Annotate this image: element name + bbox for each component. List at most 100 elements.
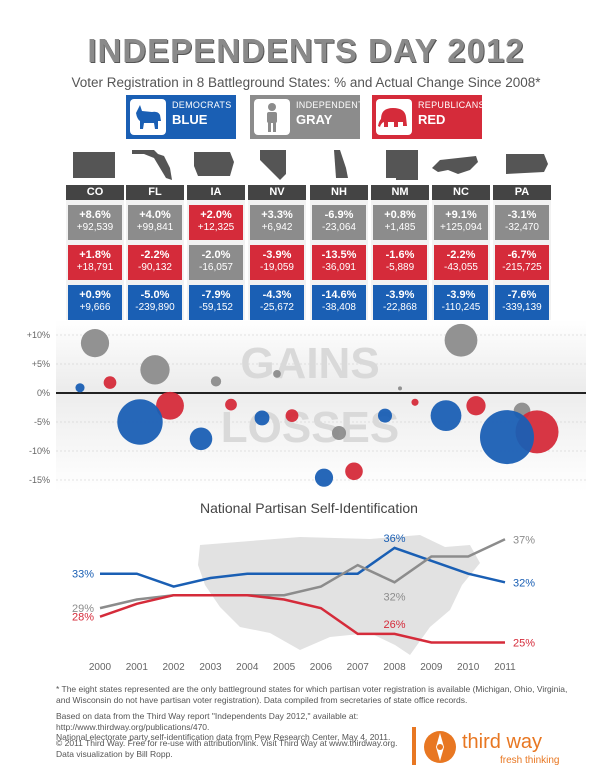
x-tick-label: 2007	[347, 662, 370, 673]
independent-bubble	[273, 369, 281, 378]
state-column-fl: +4.0% +99,841 -2.2% -90,132 -5.0% -239,890	[126, 200, 184, 330]
copyright-prefix: © 2011 Third Way. Free for re-use with a…	[56, 738, 330, 748]
republicans-value: +1.8% +18,791	[68, 245, 122, 280]
legend-democrats-label: DEMOCRATS	[172, 100, 232, 110]
democrat-bubble	[189, 427, 213, 451]
x-tick-label: 2005	[273, 662, 296, 673]
independents-value: -3.1% -32,470	[495, 205, 549, 240]
line-chart: 33% 36% 32% 29% 32% 37% 28% 26% 25% 2000 2001 2002 2…	[72, 533, 535, 673]
legend-republicans-color: RED	[418, 112, 446, 127]
compass-icon	[424, 731, 456, 763]
y-tick-label: +10%	[27, 330, 50, 340]
democrat-bubble	[254, 410, 270, 426]
democrats-value: -4.3% -25,672	[250, 285, 304, 320]
state-column-pa: -3.1% -32,470 -6.7% -215,725 -7.6% -339,139	[493, 200, 551, 330]
y-tick-label: -15%	[29, 475, 50, 485]
x-tick-label: 2008	[383, 662, 406, 673]
democrat-bubble	[377, 408, 393, 423]
legend-independents-color: GRAY	[296, 112, 333, 127]
state-shape-nm	[386, 150, 418, 180]
copyright-suffix: .	[395, 738, 398, 748]
democrats-value: -3.9% -22,868	[373, 285, 427, 320]
series-data-label: 32%	[384, 591, 406, 603]
republicans-value: -2.2% -90,132	[128, 245, 182, 280]
independents-value: -6.9% -23,064	[312, 205, 366, 240]
source-link[interactable]: http://www.thirdway.org/publications/470	[56, 721, 208, 732]
independents-value: +3.3% +6,942	[250, 205, 304, 240]
republicans-value: -2.2% -43,055	[434, 245, 488, 280]
state-column-ia: +2.0% +12,325 -2.0% -16,057 -7.9% -59,152	[187, 200, 245, 330]
state-header-nc: NC	[432, 185, 490, 200]
source-note: Based on data from the Third Way report …	[56, 711, 436, 743]
x-tick-label: 2002	[163, 662, 186, 673]
y-tick-label: 0%	[37, 388, 50, 398]
democrats-value: -7.6% -339,139	[495, 285, 549, 320]
democrats-value: +0.9% +9,666	[68, 285, 122, 320]
gains-watermark: GAINS	[240, 339, 379, 388]
state-shape-nh	[334, 150, 348, 178]
x-tick-label: 2006	[310, 662, 333, 673]
state-shape-fl	[132, 150, 172, 180]
state-header-ia: IA	[187, 185, 245, 200]
republicans-value: -3.9% -19,059	[250, 245, 304, 280]
y-tick-label: -10%	[29, 446, 50, 456]
series-data-label: 29%	[72, 603, 94, 615]
independent-bubble	[444, 323, 478, 357]
independents-value: +0.8% +1,485	[373, 205, 427, 240]
republican-bubble	[225, 398, 237, 411]
independents-value: +8.6% +92,539	[68, 205, 122, 240]
state-column-nh: -6.9% -23,064 -13.5% -36,091 -14.6% -38,408	[310, 200, 368, 330]
logo-name: third way	[462, 731, 542, 753]
legend-republicans: REPUBLICANS RED	[372, 95, 485, 139]
page-title: INDEPENDENTS DAY 2012	[87, 32, 525, 69]
legend-democrats: DEMOCRATS BLUE	[126, 95, 236, 139]
state-header-pa: PA	[493, 185, 551, 200]
x-tick-label: 2003	[199, 662, 222, 673]
independent-bubble	[140, 355, 170, 385]
state-header-co: CO	[66, 185, 124, 200]
elephant-icon	[376, 99, 412, 135]
republicans-value: -2.0% -16,057	[189, 245, 243, 280]
state-shape-co	[73, 152, 115, 178]
state-shape-nv	[260, 150, 286, 180]
independents-value: +9.1% +125,094	[434, 205, 488, 240]
independents-value: +2.0% +12,325	[189, 205, 243, 240]
logo-tagline: fresh thinking	[500, 755, 559, 766]
republican-bubble	[466, 396, 486, 416]
state-header-nh: NH	[310, 185, 368, 200]
independent-bubble	[331, 425, 347, 441]
thirdway-link[interactable]: www.thirdway.org	[329, 738, 396, 748]
legend-republicans-label: REPUBLICANS	[418, 100, 485, 110]
x-tick-label: 2009	[420, 662, 443, 673]
legend-independents-label: INDEPENDENTS	[296, 100, 371, 110]
republicans-value: -13.5% -36,091	[312, 245, 366, 280]
x-tick-label: 2001	[126, 662, 149, 673]
state-shape-ia	[194, 152, 234, 176]
third-way-logo[interactable]: third way fresh thinking	[410, 725, 580, 769]
person-icon	[254, 99, 290, 135]
state-column-nv: +3.3% +6,942 -3.9% -19,059 -4.3% -25,672	[248, 200, 306, 330]
democrat-bubble	[314, 468, 334, 487]
republican-bubble	[156, 391, 184, 420]
legend-independents: INDEPENDENTS GRAY	[250, 95, 370, 139]
state-header-nv: NV	[248, 185, 306, 200]
x-tick-label: 2000	[89, 662, 112, 673]
independents-value: +4.0% +99,841	[128, 205, 182, 240]
source-suffix: .	[207, 721, 210, 732]
page-subtitle: Voter Registration in 8 Battleground Sta…	[71, 75, 541, 90]
line-chart-title: National Partisan Self-Identification	[200, 500, 418, 516]
democrat-bubble	[430, 400, 462, 432]
republicans-value: -6.7% -215,725	[495, 245, 549, 280]
source-prefix: Based on data from the Third Way report …	[56, 711, 359, 721]
independent-bubble	[80, 329, 110, 358]
state-header-nm: NM	[371, 185, 429, 200]
state-column-nc: +9.1% +125,094 -2.2% -43,055 -3.9% -110,245	[432, 200, 490, 330]
republican-bubble	[345, 462, 363, 481]
democrats-value: -14.6% -38,408	[312, 285, 366, 320]
republican-bubble	[411, 398, 419, 406]
state-column-nm: +0.8% +1,485 -1.6% -5,889 -3.9% -22,868	[371, 200, 429, 330]
losses-watermark: LOSSES	[221, 403, 400, 452]
bubble-chart: +10% +5% 0% -5% -10% -15% GAINS LOSSES	[27, 320, 586, 492]
us-map-silhouette	[198, 535, 480, 655]
footnote: * The eight states represented are the o…	[56, 684, 568, 705]
